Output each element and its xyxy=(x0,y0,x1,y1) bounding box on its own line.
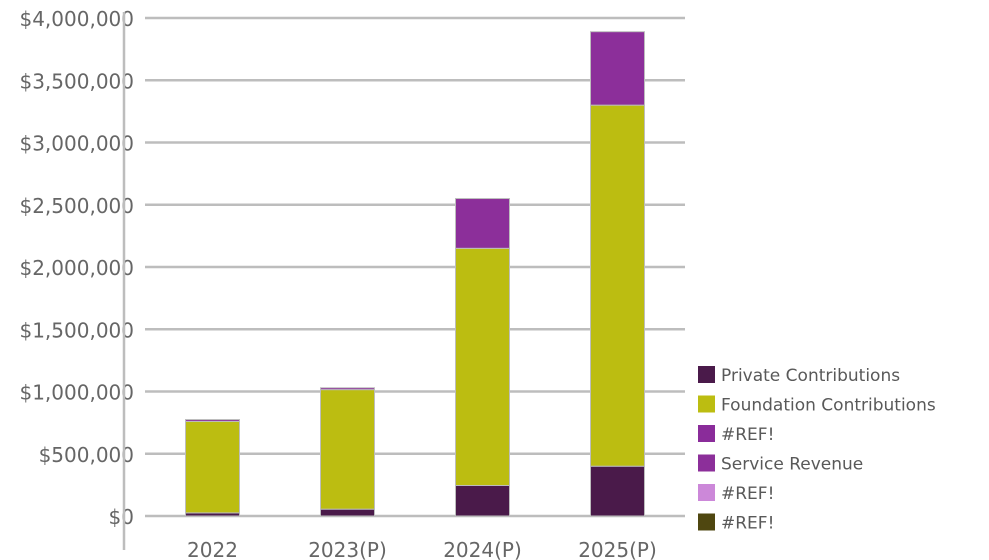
legend-label: Foundation Contributions xyxy=(721,396,936,416)
legend-swatch xyxy=(698,454,715,472)
legend-label: Private Contributions xyxy=(721,366,900,386)
y-tick-label: $4,000,000 xyxy=(19,7,134,31)
bars xyxy=(185,31,645,517)
y-tick-label: $2,500,000 xyxy=(19,194,134,218)
axes: $0 $500,000 $1,000,000 $1,500,000 $2,000,000… xyxy=(19,7,656,560)
x-tick-label: 2022 xyxy=(187,538,238,560)
legend-label: Service Revenue xyxy=(721,455,863,475)
legend-label: #REF! xyxy=(721,514,774,534)
bar-segment xyxy=(455,247,510,486)
bar-segment xyxy=(590,104,645,467)
legend-swatch xyxy=(698,425,715,442)
legend: Private Contributions Foundation Contribu… xyxy=(698,366,936,534)
legend-swatch xyxy=(698,513,715,531)
bar-segment xyxy=(455,484,510,517)
y-tick-label: $0 xyxy=(109,505,134,529)
legend-swatch xyxy=(698,395,715,413)
bar-segment xyxy=(590,465,645,517)
y-tick-label: $1,500,000 xyxy=(19,318,134,342)
legend-swatch xyxy=(698,366,715,383)
bar-segment xyxy=(185,419,240,422)
bar-segment xyxy=(320,387,375,391)
bar-segment xyxy=(455,198,510,249)
bar-segment xyxy=(590,31,645,106)
legend-label: #REF! xyxy=(721,425,774,445)
legend-swatch xyxy=(698,484,715,501)
x-tick-label: 2024(P) xyxy=(443,538,522,560)
legend-label: #REF! xyxy=(721,484,774,504)
x-tick-label: 2023(P) xyxy=(308,538,387,560)
y-tick-label: $3,500,000 xyxy=(19,69,134,93)
bar-segment xyxy=(185,420,240,514)
y-tick-label: $2,000,000 xyxy=(19,256,134,280)
y-tick-label: $500,000 xyxy=(39,443,134,467)
y-tick-label: $3,000,000 xyxy=(19,132,134,156)
bar-segment xyxy=(320,508,375,517)
x-tick-label: 2025(P) xyxy=(578,538,657,560)
y-tick-label: $1,000,000 xyxy=(19,381,134,405)
bar-segment xyxy=(320,389,375,510)
